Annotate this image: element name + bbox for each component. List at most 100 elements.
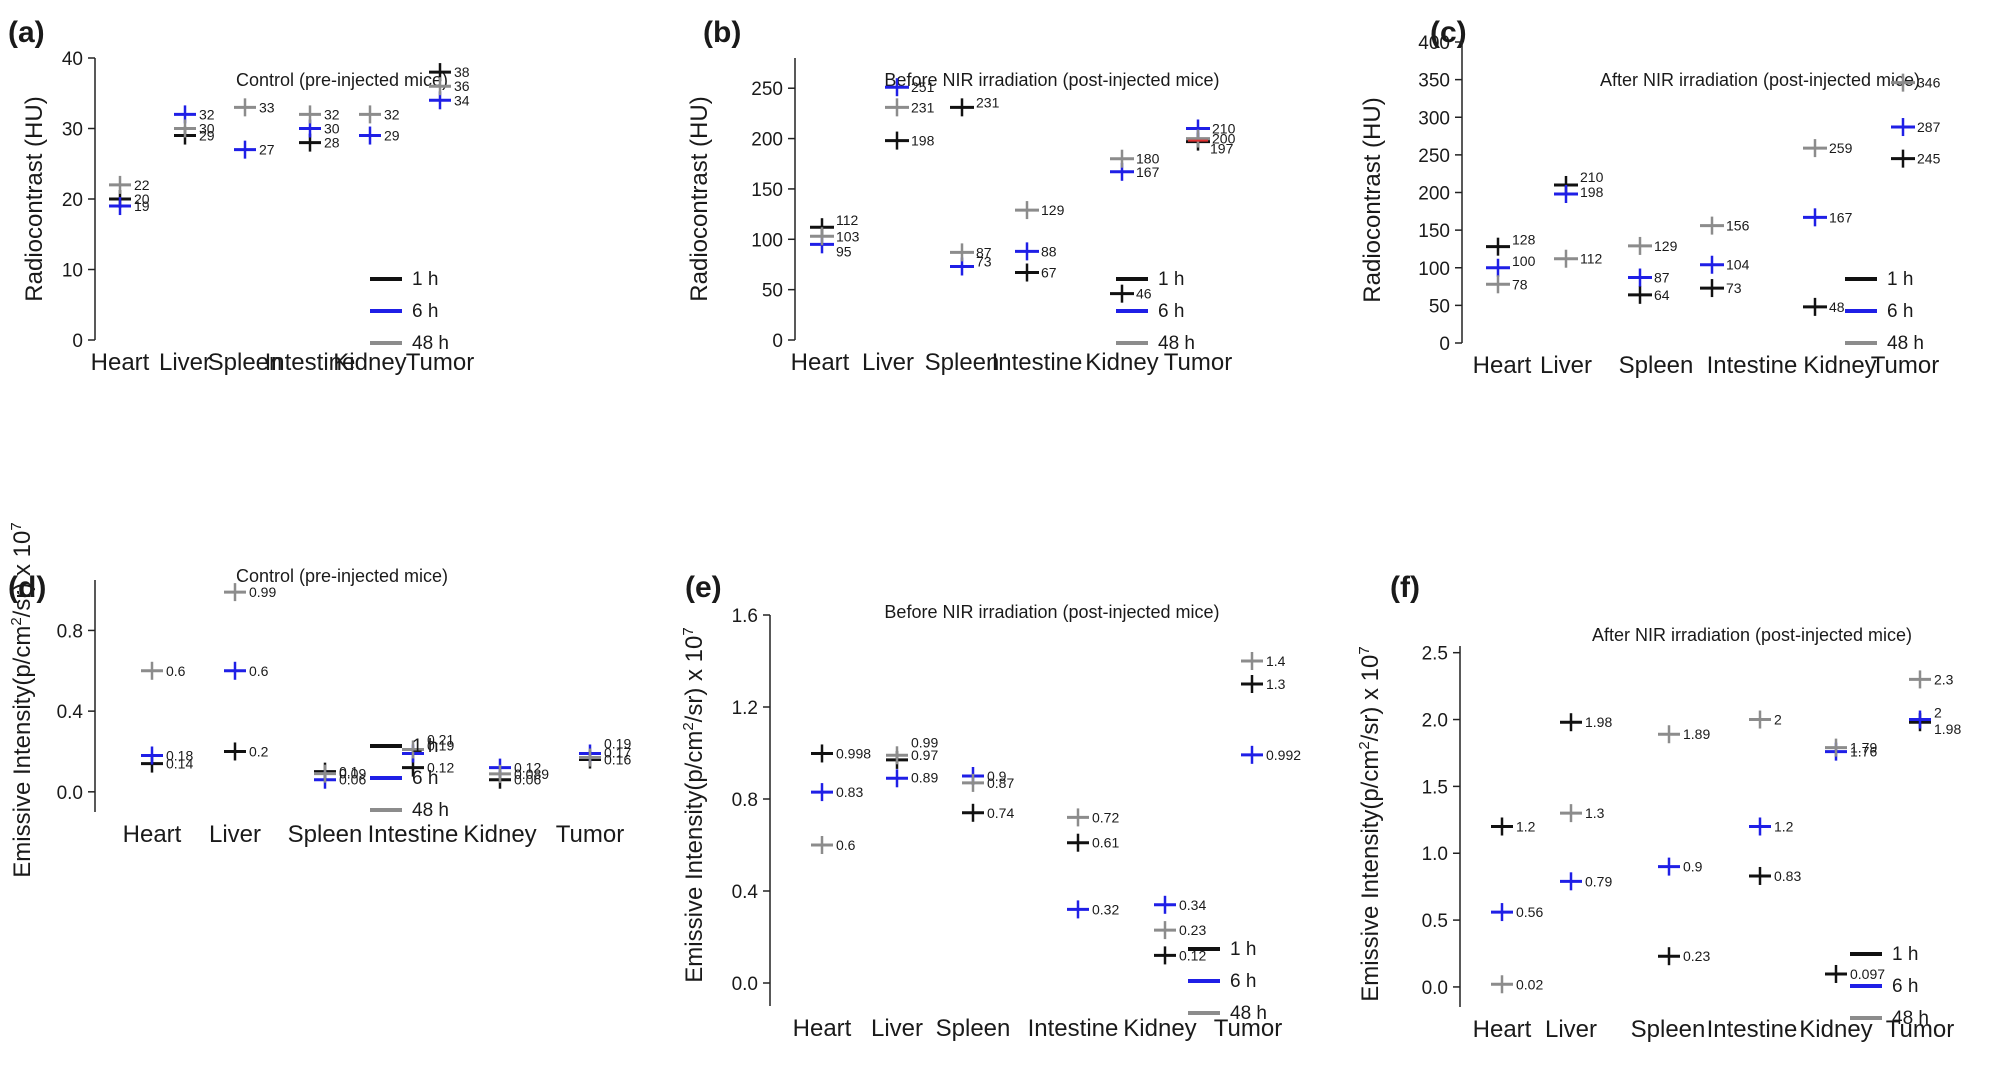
data-value-label: 0.06 bbox=[514, 772, 541, 788]
y-tick-label: 200 bbox=[1418, 184, 1450, 205]
y-tick-label: 300 bbox=[1418, 108, 1450, 129]
y-axis-label-part: 7 bbox=[8, 522, 25, 530]
data-value-label: 210 bbox=[1580, 169, 1604, 185]
x-category-label: Intestine bbox=[1707, 1016, 1798, 1043]
legend-label: 48 h bbox=[412, 333, 449, 354]
data-value-label: 112 bbox=[1580, 251, 1603, 267]
x-category-label: Intestine bbox=[1028, 1015, 1119, 1042]
legend-label: 1 h bbox=[412, 269, 438, 290]
panel-label: (d) bbox=[8, 571, 46, 604]
data-value-label: 287 bbox=[1917, 119, 1941, 135]
x-category-label: Liver bbox=[871, 1015, 923, 1042]
data-value-label: 0.2 bbox=[249, 743, 269, 759]
data-value-label: 156 bbox=[1726, 218, 1750, 234]
data-value-label: 0.16 bbox=[604, 752, 631, 768]
x-category-label: Heart bbox=[791, 349, 850, 376]
data-value-label: 1.89 bbox=[1683, 726, 1710, 742]
y-tick-label: 0.0 bbox=[57, 783, 83, 804]
data-value-label: 1.79 bbox=[1850, 740, 1877, 756]
chart-panel-3: (d) Control (pre-injected mice) 0.0 0.4 0.8 E… bbox=[8, 522, 631, 877]
data-value-label: 198 bbox=[911, 133, 935, 149]
y-axis-label-part: /sr) x 10 bbox=[9, 531, 36, 618]
data-value-label: 210 bbox=[1212, 121, 1236, 137]
chart-title: Control (pre-injected mice) bbox=[236, 70, 448, 90]
x-category-label: Intestine bbox=[992, 349, 1083, 376]
data-value-label: 0.12 bbox=[1179, 947, 1206, 963]
data-value-label: 1.76 bbox=[1850, 744, 1877, 760]
y-axis-label: Emissive Intensity(p/cm2/sr) x 107 bbox=[680, 627, 708, 982]
y-axis-label: Emissive Intensity(p/cm2/sr) x 107 bbox=[1356, 646, 1384, 1001]
y-axis-label-part: /sr) x 10 bbox=[681, 636, 708, 723]
data-value-label: 103 bbox=[836, 228, 860, 244]
data-value-label: 33 bbox=[259, 99, 275, 115]
x-category-label: Spleen bbox=[1631, 1016, 1706, 1043]
y-tick-label: 0.0 bbox=[732, 974, 758, 995]
data-value-label: 38 bbox=[454, 64, 470, 80]
data-value-label: 0.79 bbox=[1585, 873, 1612, 889]
legend-label: 1 h bbox=[1892, 944, 1918, 965]
data-value-label: 231 bbox=[976, 94, 1000, 110]
y-tick-label: 40 bbox=[62, 49, 83, 70]
panel-label: (e) bbox=[685, 571, 722, 604]
data-value-label: 197 bbox=[1210, 141, 1234, 157]
y-tick-label: 0 bbox=[1439, 334, 1450, 355]
x-category-label: Kidney bbox=[333, 349, 406, 376]
x-category-label: Liver bbox=[1545, 1016, 1597, 1043]
chart-title: Control (pre-injected mice) bbox=[236, 566, 448, 586]
y-tick-label: 1.6 bbox=[732, 606, 758, 627]
data-value-label: 0.14 bbox=[166, 756, 193, 772]
data-value-label: 0.992 bbox=[1266, 747, 1301, 763]
data-value-label: 129 bbox=[1041, 202, 1065, 218]
data-value-label: 0.72 bbox=[1092, 809, 1119, 825]
y-axis-label: Radiocontrast (HU) bbox=[21, 96, 48, 301]
y-axis-label: Emissive Intensity(p/cm2/sr) x 107 bbox=[8, 522, 36, 877]
data-value-label: 64 bbox=[1654, 287, 1670, 303]
data-value-label: 259 bbox=[1829, 140, 1853, 156]
x-category-label: Heart bbox=[91, 349, 150, 376]
data-value-label: 32 bbox=[199, 106, 215, 122]
data-value-label: 0.89 bbox=[911, 769, 938, 785]
legend-label: 6 h bbox=[1892, 976, 1918, 997]
data-value-label: 22 bbox=[134, 177, 150, 193]
data-value-label: 88 bbox=[1041, 243, 1057, 259]
legend-label: 1 h bbox=[412, 736, 438, 757]
data-value-label: 0.089 bbox=[514, 766, 549, 782]
data-value-label: 1.98 bbox=[1934, 721, 1961, 737]
data-value-label: 167 bbox=[1829, 209, 1853, 225]
data-value-label: 0.6 bbox=[166, 663, 186, 679]
data-value-label: 0.1 bbox=[339, 764, 359, 780]
data-value-label: 0.23 bbox=[1683, 948, 1710, 964]
x-category-label: Kidney bbox=[1123, 1015, 1196, 1042]
x-category-label: Liver bbox=[1540, 352, 1592, 379]
data-value-label: 1.3 bbox=[1585, 805, 1605, 821]
x-category-label: Spleen bbox=[936, 1015, 1011, 1042]
chart-panel-2: (c) After NIR irradiation (post-injected … bbox=[1359, 16, 1941, 379]
data-value-label: 180 bbox=[1136, 151, 1160, 167]
chart-title: After NIR irradiation (post-injected mic… bbox=[1600, 70, 1920, 90]
data-value-label: 346 bbox=[1917, 75, 1941, 91]
data-value-label: 27 bbox=[259, 142, 275, 158]
data-value-label: 167 bbox=[1136, 164, 1160, 180]
x-category-label: Kidney bbox=[1799, 1016, 1872, 1043]
data-value-label: 30 bbox=[324, 121, 340, 137]
legend-label: 6 h bbox=[1887, 301, 1913, 322]
data-value-label: 112 bbox=[836, 212, 859, 228]
data-value-label: 29 bbox=[384, 128, 400, 144]
x-category-label: Kidney bbox=[463, 821, 536, 848]
data-value-label: 20 bbox=[134, 191, 150, 207]
y-axis-label-part: Emissive Intensity(p/cm bbox=[681, 731, 708, 983]
legend-label: 6 h bbox=[1230, 971, 1256, 992]
chart-title: Before NIR irradiation (post-injected mi… bbox=[884, 602, 1219, 622]
data-value-label: 1.2 bbox=[1774, 819, 1794, 835]
data-value-label: 231 bbox=[911, 99, 935, 115]
panel-label: (f) bbox=[1390, 571, 1420, 604]
legend-label: 48 h bbox=[1887, 333, 1924, 354]
data-value-label: 78 bbox=[1512, 276, 1528, 292]
y-tick-label: 0.4 bbox=[732, 882, 759, 903]
chart-panel-5: (f) After NIR irradiation (post-injected … bbox=[1356, 571, 1961, 1043]
x-category-label: Tumor bbox=[1871, 352, 1939, 379]
y-tick-label: 150 bbox=[751, 180, 783, 201]
data-value-label: 67 bbox=[1041, 265, 1057, 281]
data-value-label: 0.74 bbox=[987, 805, 1014, 821]
